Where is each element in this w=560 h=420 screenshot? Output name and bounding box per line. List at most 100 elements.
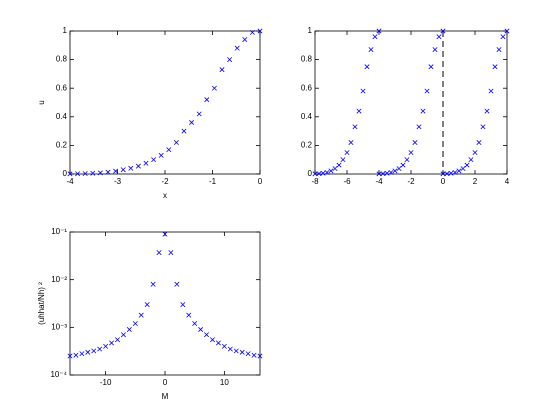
data-point (404, 157, 410, 163)
data-point (412, 140, 418, 146)
data-point (420, 108, 426, 114)
data-point (198, 327, 204, 332)
y-tick-label: 1 (63, 26, 68, 35)
data-point (360, 88, 366, 94)
data-point (120, 167, 126, 173)
data-point (424, 88, 430, 94)
data-point (436, 34, 442, 40)
data-point (162, 231, 168, 237)
x-tick-label: 0 (258, 177, 263, 186)
data-point (189, 120, 195, 126)
x-tick-label: 10 (220, 378, 229, 387)
data-point (103, 343, 109, 349)
data-point (340, 157, 346, 163)
x-tick-label: -4 (375, 177, 383, 186)
data-point (448, 170, 454, 176)
data-point (408, 150, 414, 156)
x-tick-label: -4 (66, 177, 74, 186)
y-tick-label: 10⁻² (51, 275, 67, 284)
data-point (464, 162, 470, 168)
data-point (245, 351, 251, 357)
data-point (428, 64, 434, 70)
data-point (67, 353, 73, 359)
data-point (356, 108, 362, 114)
data-point (452, 169, 458, 175)
data-point (126, 327, 132, 332)
data-point (492, 64, 498, 70)
x-axis-label: x (163, 191, 167, 200)
data-point (186, 312, 192, 318)
y-tick-label: 10⁻³ (51, 322, 67, 331)
data-point (75, 171, 81, 177)
y-tick-label: 0.2 (301, 141, 313, 150)
data-point (440, 28, 446, 34)
data-point (97, 346, 103, 352)
data-point (368, 47, 374, 53)
data-point (372, 34, 378, 40)
data-point (211, 85, 217, 91)
data-point (257, 353, 263, 359)
data-point (384, 170, 390, 176)
data-point (396, 166, 402, 172)
data-point (120, 332, 126, 338)
y-tick-label: 0.8 (56, 55, 68, 64)
data-point (85, 349, 91, 355)
y-tick-label: 0.4 (301, 112, 313, 121)
data-point (352, 124, 358, 130)
data-point (460, 166, 466, 172)
y-tick-label: 0.8 (301, 55, 313, 64)
data-point (227, 346, 233, 352)
data-point (440, 171, 446, 177)
data-point (392, 168, 398, 174)
data-point (227, 57, 233, 63)
data-point (67, 171, 73, 177)
data-point (128, 165, 134, 171)
y-tick-label: 10⁻⁴ (50, 370, 67, 379)
data-point (332, 166, 338, 172)
y-tick-label: 0 (63, 169, 68, 178)
data-point (204, 97, 210, 103)
data-point (181, 128, 187, 134)
data-point (151, 157, 157, 163)
data-point (166, 147, 172, 153)
x-tick-label: 0 (163, 378, 168, 387)
y-tick-label: 1 (308, 26, 313, 35)
data-point (115, 337, 120, 343)
data-point (320, 170, 326, 176)
data-point (90, 170, 96, 176)
data-point (215, 340, 221, 346)
data-point (210, 337, 215, 343)
axes-box (69, 30, 261, 175)
data-point (348, 140, 354, 146)
x-tick-label: -2 (407, 177, 415, 186)
data-point (344, 150, 350, 156)
x-tick-label: -10 (100, 378, 112, 387)
data-point (468, 157, 474, 163)
data-point (496, 47, 502, 53)
data-point (242, 37, 248, 43)
data-point (192, 321, 198, 327)
data-point (328, 168, 334, 174)
data-point (249, 29, 255, 35)
x-tick-label: 4 (505, 177, 510, 186)
data-point (174, 281, 180, 287)
data-point (144, 302, 150, 308)
data-point (173, 140, 179, 146)
data-point (79, 351, 85, 357)
data-point (109, 340, 115, 346)
data-point (456, 168, 462, 174)
data-point (500, 34, 506, 40)
x-tick-label: -1 (209, 177, 217, 186)
data-point (432, 47, 438, 53)
data-point (158, 152, 164, 158)
data-point (376, 171, 382, 177)
axes-box (69, 231, 261, 376)
data-point (316, 171, 322, 177)
data-point (219, 67, 225, 73)
data-point (312, 171, 318, 177)
data-point (476, 140, 482, 146)
data-point (380, 171, 386, 177)
data-point (113, 168, 119, 174)
data-point (196, 111, 202, 117)
data-point (97, 170, 103, 176)
